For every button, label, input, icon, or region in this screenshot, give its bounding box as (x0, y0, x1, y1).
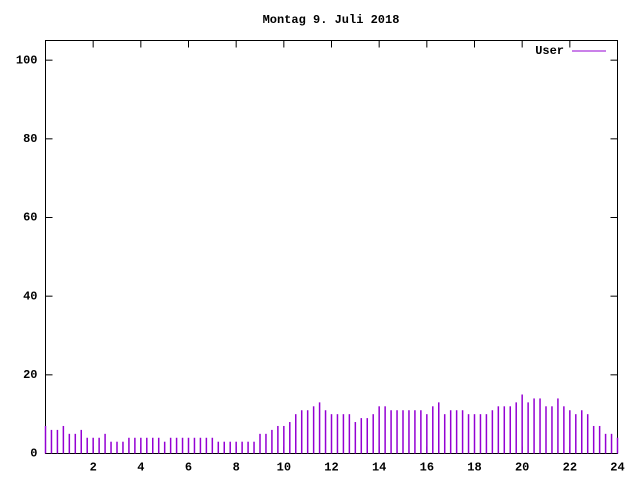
chart-title: Montag 9. Juli 2018 (263, 13, 400, 27)
x-tick-label: 6 (185, 461, 192, 475)
x-tick-label: 16 (420, 461, 434, 475)
y-tick-label: 0 (30, 447, 37, 461)
y-tick-label: 80 (23, 132, 37, 146)
plot-frame (45, 40, 618, 454)
x-tick-label: 8 (233, 461, 240, 475)
y-tick-label: 40 (23, 289, 37, 303)
x-tick-label: 14 (372, 461, 386, 475)
x-tick-label: 24 (610, 461, 624, 475)
x-tick-label: 20 (515, 461, 529, 475)
x-tick-label: 4 (137, 461, 144, 475)
legend-label: User (535, 44, 564, 58)
x-tick-label: 12 (324, 461, 338, 475)
x-tick-label: 22 (563, 461, 577, 475)
y-tick-label: 60 (23, 211, 37, 225)
x-tick-label: 2 (90, 461, 97, 475)
y-tick-label: 20 (23, 368, 37, 382)
y-tick-label: 100 (16, 53, 38, 67)
x-tick-label: 10 (277, 461, 291, 475)
x-tick-label: 18 (467, 461, 481, 475)
